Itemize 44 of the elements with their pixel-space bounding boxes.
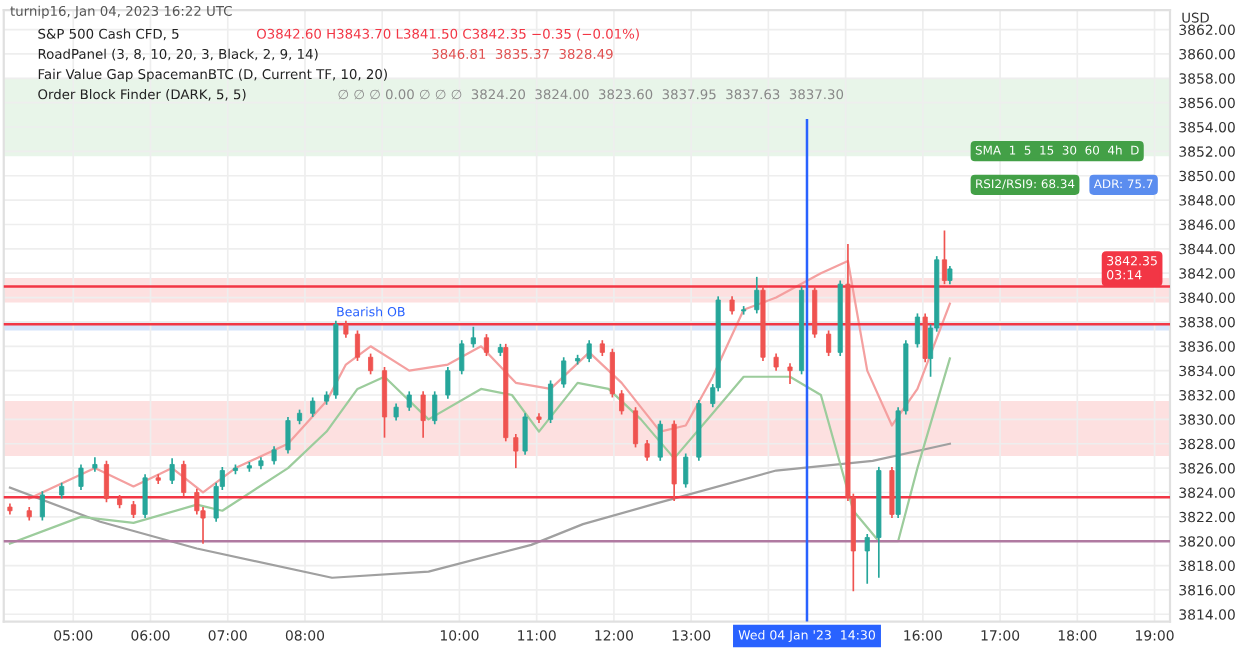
candlestick xyxy=(561,356,567,389)
candlestick xyxy=(644,439,650,462)
candlestick xyxy=(683,452,689,489)
candlestick xyxy=(310,396,316,418)
candlestick xyxy=(39,490,45,522)
candlestick xyxy=(522,412,528,456)
candlestick xyxy=(181,459,187,497)
candlestick xyxy=(729,295,735,316)
candlestick xyxy=(632,406,639,449)
candlestick xyxy=(947,265,953,286)
candlestick xyxy=(78,463,84,491)
candlestick xyxy=(169,457,175,485)
candlestick xyxy=(368,352,374,376)
line-series xyxy=(8,442,951,579)
candlestick xyxy=(103,459,110,504)
candlestick xyxy=(285,416,291,455)
candlestick xyxy=(548,379,554,424)
candlestick xyxy=(470,325,476,349)
candlestick xyxy=(483,333,490,357)
candlestick xyxy=(619,389,625,416)
candlestick xyxy=(445,366,451,400)
candlestick xyxy=(586,339,592,363)
candlestick xyxy=(142,473,148,519)
candlestick xyxy=(381,366,388,439)
candlestick xyxy=(406,390,412,412)
candlestick xyxy=(922,312,928,363)
candlestick xyxy=(826,329,832,357)
candlestick xyxy=(812,285,818,339)
candlestick xyxy=(787,362,793,385)
candlestick xyxy=(354,329,361,362)
candlestick xyxy=(889,466,895,519)
candlestick xyxy=(864,533,870,585)
candlestick xyxy=(271,445,277,466)
candlestick xyxy=(657,419,663,462)
candlestick xyxy=(941,229,948,286)
candlestick xyxy=(459,339,465,376)
candlestick xyxy=(420,390,426,439)
candlestick xyxy=(513,433,519,469)
candlestick xyxy=(914,312,920,349)
line-series xyxy=(28,259,951,500)
candlestick xyxy=(432,390,438,426)
candlestick xyxy=(609,347,615,399)
candlestick xyxy=(754,276,760,315)
line-series xyxy=(8,357,951,545)
